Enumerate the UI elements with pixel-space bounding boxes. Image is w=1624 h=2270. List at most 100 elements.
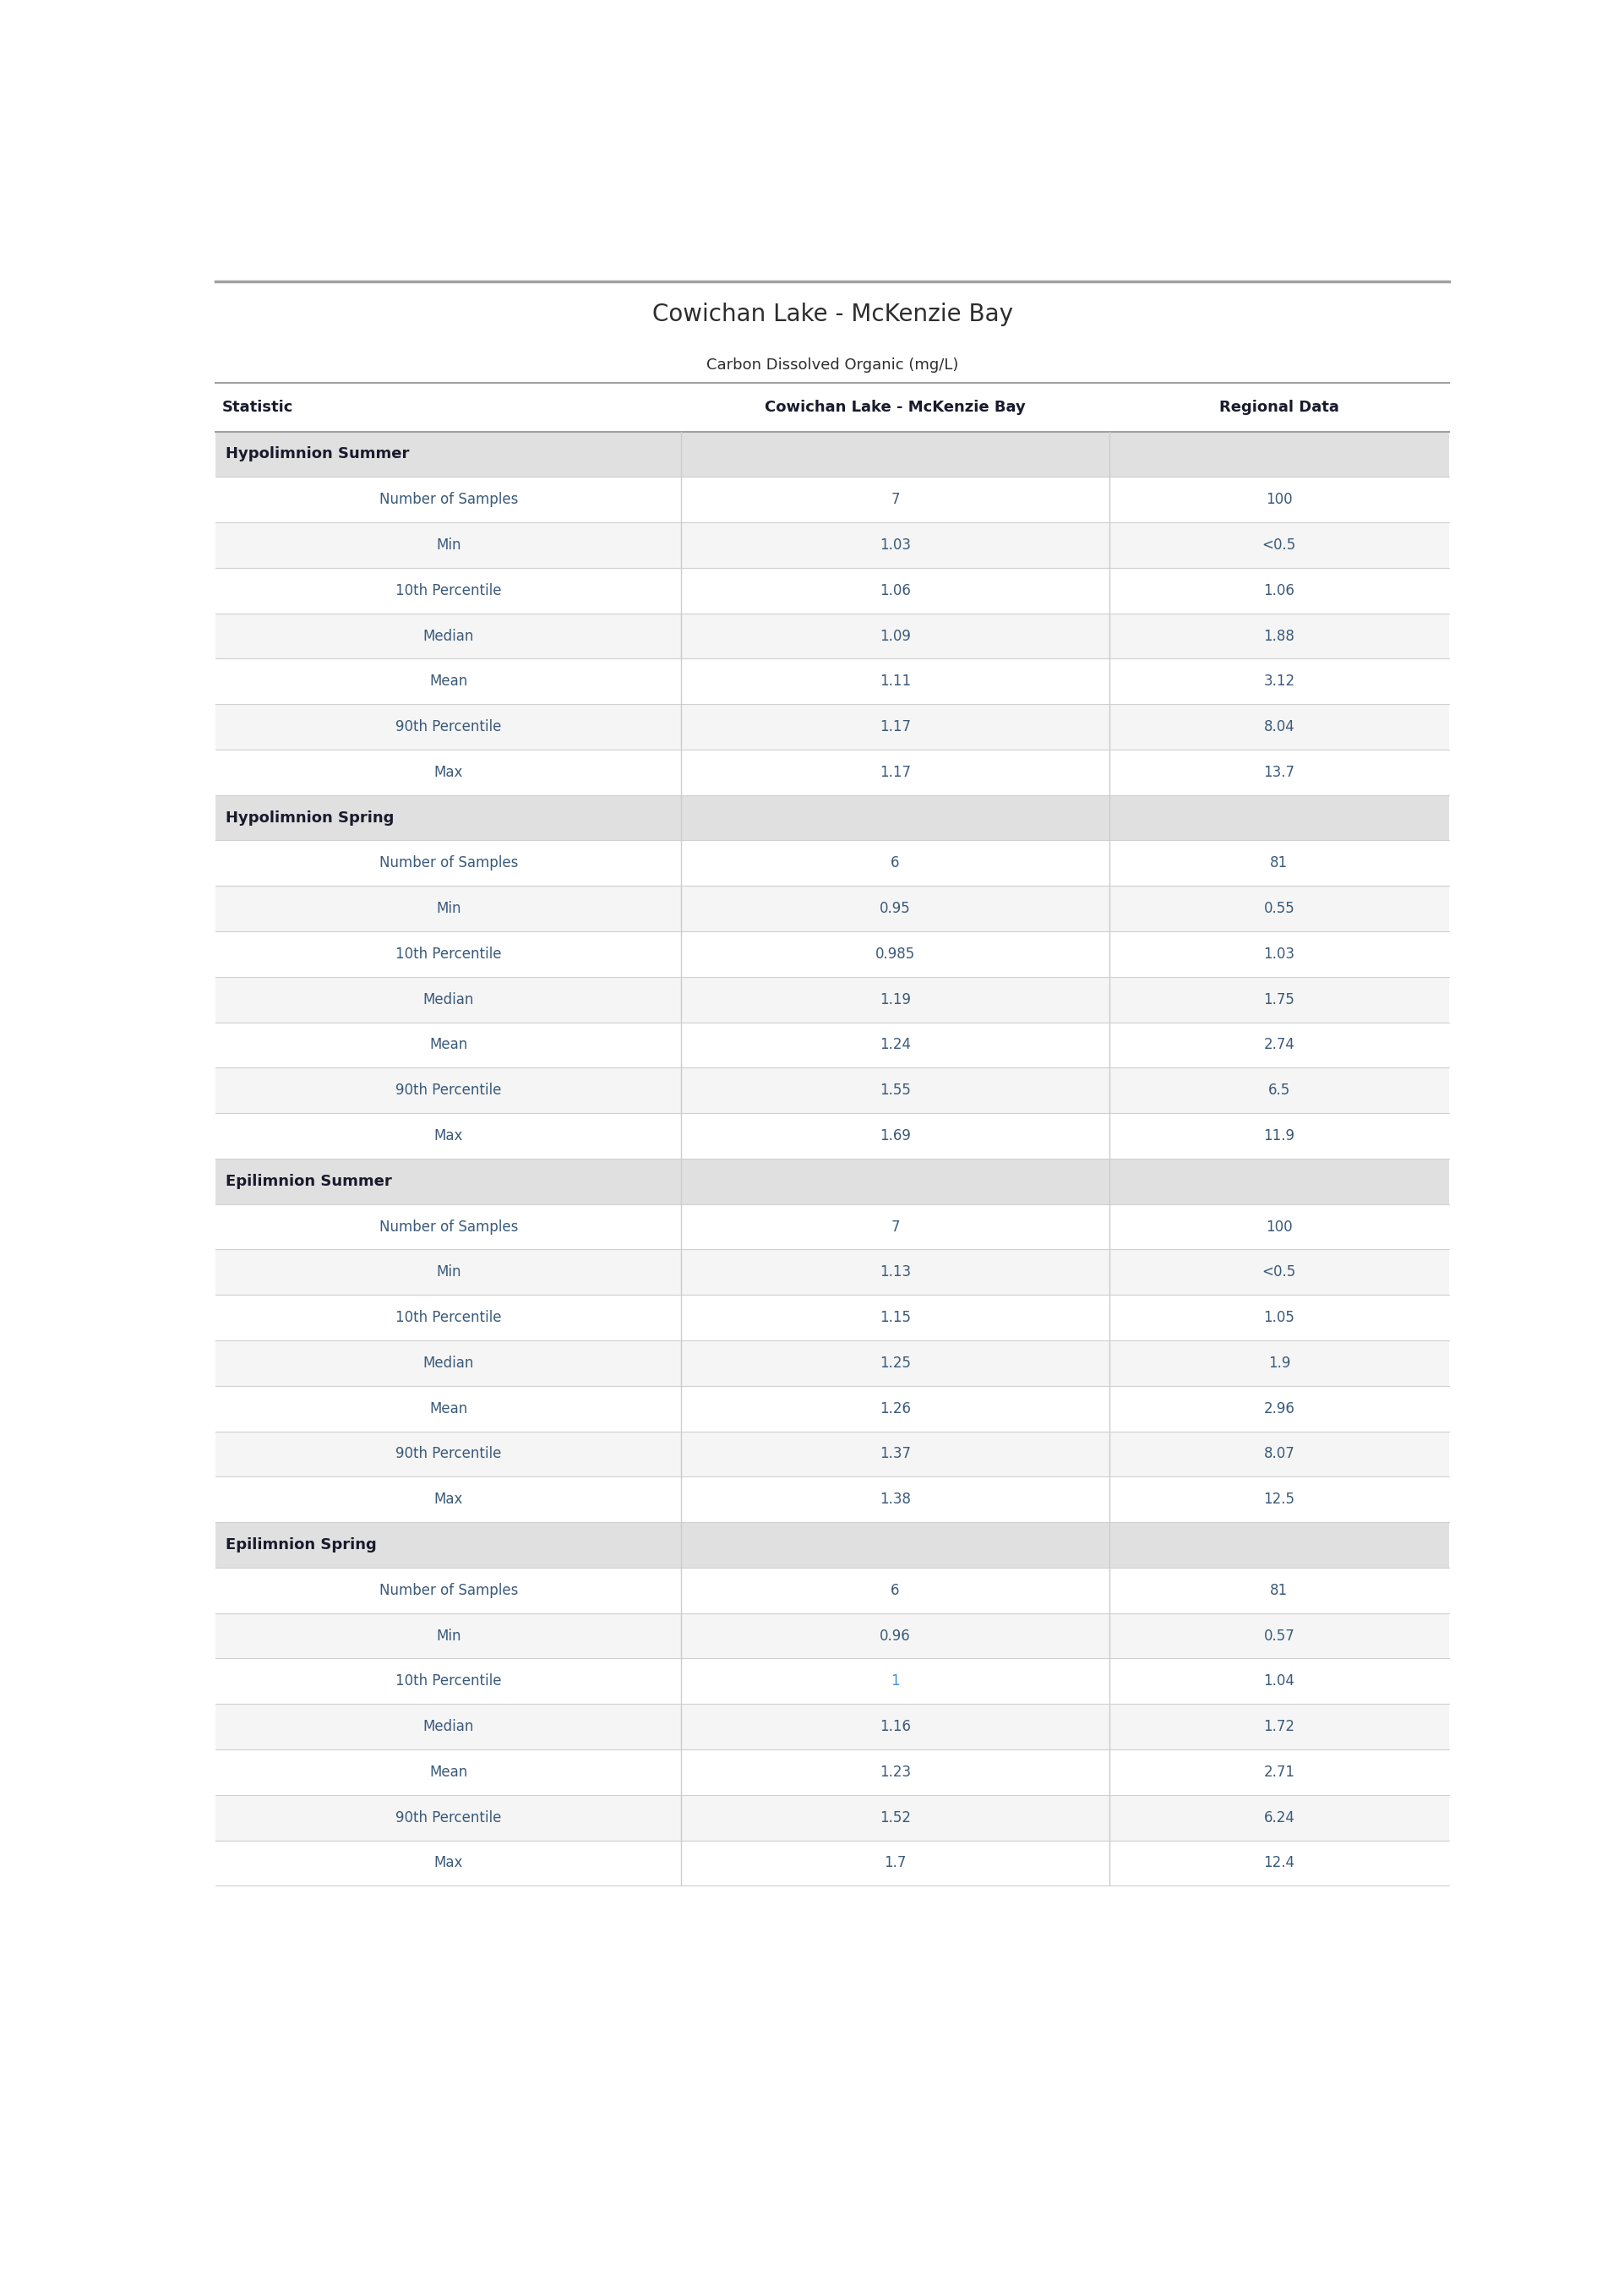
Text: 1.17: 1.17 bbox=[880, 765, 911, 781]
Text: Cowichan Lake - McKenzie Bay: Cowichan Lake - McKenzie Bay bbox=[651, 302, 1013, 327]
Text: 0.55: 0.55 bbox=[1263, 901, 1294, 917]
FancyBboxPatch shape bbox=[216, 1203, 1449, 1249]
Text: 90th Percentile: 90th Percentile bbox=[396, 720, 502, 735]
Text: 1.38: 1.38 bbox=[880, 1491, 911, 1507]
Text: Median: Median bbox=[422, 992, 474, 1008]
Text: Max: Max bbox=[434, 765, 463, 781]
Text: Epilimnion Summer: Epilimnion Summer bbox=[226, 1174, 391, 1189]
Text: 1.11: 1.11 bbox=[880, 674, 911, 690]
Text: 2.71: 2.71 bbox=[1263, 1764, 1294, 1780]
Text: Mean: Mean bbox=[429, 1037, 468, 1053]
FancyBboxPatch shape bbox=[216, 1385, 1449, 1432]
Text: Min: Min bbox=[435, 901, 461, 917]
FancyBboxPatch shape bbox=[216, 931, 1449, 976]
Text: 0.96: 0.96 bbox=[880, 1628, 911, 1643]
Text: Max: Max bbox=[434, 1491, 463, 1507]
FancyBboxPatch shape bbox=[216, 568, 1449, 613]
FancyBboxPatch shape bbox=[216, 1659, 1449, 1705]
Text: Hypolimnion Summer: Hypolimnion Summer bbox=[226, 447, 409, 461]
Text: Number of Samples: Number of Samples bbox=[378, 1582, 518, 1598]
Text: 6.24: 6.24 bbox=[1263, 1809, 1294, 1825]
Text: 1.13: 1.13 bbox=[880, 1264, 911, 1280]
Text: <0.5: <0.5 bbox=[1262, 538, 1296, 552]
FancyBboxPatch shape bbox=[216, 1249, 1449, 1294]
Text: Mean: Mean bbox=[429, 1401, 468, 1416]
Text: 0.95: 0.95 bbox=[880, 901, 911, 917]
Text: 1: 1 bbox=[890, 1673, 900, 1689]
Text: Max: Max bbox=[434, 1855, 463, 1870]
Text: Mean: Mean bbox=[429, 674, 468, 690]
Text: 1.72: 1.72 bbox=[1263, 1718, 1294, 1734]
Text: 10th Percentile: 10th Percentile bbox=[395, 583, 502, 597]
Text: 1.06: 1.06 bbox=[880, 583, 911, 597]
Text: Hypolimnion Spring: Hypolimnion Spring bbox=[226, 810, 395, 826]
Text: 1.7: 1.7 bbox=[883, 1855, 906, 1870]
Text: 1.15: 1.15 bbox=[880, 1310, 911, 1326]
Text: 1.19: 1.19 bbox=[880, 992, 911, 1008]
Text: 1.75: 1.75 bbox=[1263, 992, 1294, 1008]
Text: 1.69: 1.69 bbox=[880, 1128, 911, 1144]
Text: 7: 7 bbox=[892, 493, 900, 506]
FancyBboxPatch shape bbox=[216, 431, 1449, 477]
FancyBboxPatch shape bbox=[216, 704, 1449, 749]
Text: 10th Percentile: 10th Percentile bbox=[395, 947, 502, 962]
FancyBboxPatch shape bbox=[216, 522, 1449, 568]
Text: 1.88: 1.88 bbox=[1263, 629, 1294, 645]
FancyBboxPatch shape bbox=[216, 1614, 1449, 1659]
Text: 1.06: 1.06 bbox=[1263, 583, 1294, 597]
Text: 1.23: 1.23 bbox=[880, 1764, 911, 1780]
FancyBboxPatch shape bbox=[216, 976, 1449, 1022]
Text: 1.24: 1.24 bbox=[880, 1037, 911, 1053]
Text: 6.5: 6.5 bbox=[1268, 1083, 1289, 1099]
Text: Min: Min bbox=[435, 1264, 461, 1280]
FancyBboxPatch shape bbox=[216, 1112, 1449, 1158]
Text: Number of Samples: Number of Samples bbox=[378, 493, 518, 506]
Text: 11.9: 11.9 bbox=[1263, 1128, 1294, 1144]
FancyBboxPatch shape bbox=[216, 1523, 1449, 1569]
FancyBboxPatch shape bbox=[216, 1067, 1449, 1112]
Text: 1.25: 1.25 bbox=[880, 1355, 911, 1371]
Text: 0.57: 0.57 bbox=[1263, 1628, 1294, 1643]
Text: 1.55: 1.55 bbox=[880, 1083, 911, 1099]
Text: 1.09: 1.09 bbox=[880, 629, 911, 645]
Text: Median: Median bbox=[422, 1355, 474, 1371]
FancyBboxPatch shape bbox=[216, 477, 1449, 522]
Text: 1.05: 1.05 bbox=[1263, 1310, 1294, 1326]
Text: 81: 81 bbox=[1270, 856, 1288, 872]
Text: 8.07: 8.07 bbox=[1263, 1446, 1294, 1462]
FancyBboxPatch shape bbox=[216, 1339, 1449, 1385]
FancyBboxPatch shape bbox=[216, 1750, 1449, 1796]
Text: Statistic: Statistic bbox=[222, 400, 294, 415]
Text: 90th Percentile: 90th Percentile bbox=[396, 1083, 502, 1099]
Text: 12.5: 12.5 bbox=[1263, 1491, 1294, 1507]
FancyBboxPatch shape bbox=[216, 384, 1449, 431]
FancyBboxPatch shape bbox=[216, 1158, 1449, 1203]
FancyBboxPatch shape bbox=[216, 1796, 1449, 1841]
Text: Max: Max bbox=[434, 1128, 463, 1144]
Text: 10th Percentile: 10th Percentile bbox=[395, 1310, 502, 1326]
Text: 2.96: 2.96 bbox=[1263, 1401, 1294, 1416]
Text: 1.9: 1.9 bbox=[1268, 1355, 1289, 1371]
Text: Cowichan Lake - McKenzie Bay: Cowichan Lake - McKenzie Bay bbox=[765, 400, 1026, 415]
FancyBboxPatch shape bbox=[216, 749, 1449, 794]
Text: 1.52: 1.52 bbox=[880, 1809, 911, 1825]
FancyBboxPatch shape bbox=[216, 1569, 1449, 1614]
Text: 90th Percentile: 90th Percentile bbox=[396, 1809, 502, 1825]
Text: 81: 81 bbox=[1270, 1582, 1288, 1598]
Text: 3.12: 3.12 bbox=[1263, 674, 1294, 690]
Text: 13.7: 13.7 bbox=[1263, 765, 1294, 781]
Text: 100: 100 bbox=[1265, 493, 1293, 506]
FancyBboxPatch shape bbox=[216, 840, 1449, 885]
Text: 2.74: 2.74 bbox=[1263, 1037, 1294, 1053]
Text: Median: Median bbox=[422, 629, 474, 645]
FancyBboxPatch shape bbox=[216, 658, 1449, 704]
Text: Number of Samples: Number of Samples bbox=[378, 1219, 518, 1235]
Text: 6: 6 bbox=[892, 1582, 900, 1598]
Text: 90th Percentile: 90th Percentile bbox=[396, 1446, 502, 1462]
FancyBboxPatch shape bbox=[216, 885, 1449, 931]
FancyBboxPatch shape bbox=[216, 1022, 1449, 1067]
Text: 1.03: 1.03 bbox=[1263, 947, 1294, 962]
Text: 1.03: 1.03 bbox=[880, 538, 911, 552]
Text: 8.04: 8.04 bbox=[1263, 720, 1294, 735]
Text: Epilimnion Spring: Epilimnion Spring bbox=[226, 1537, 377, 1553]
